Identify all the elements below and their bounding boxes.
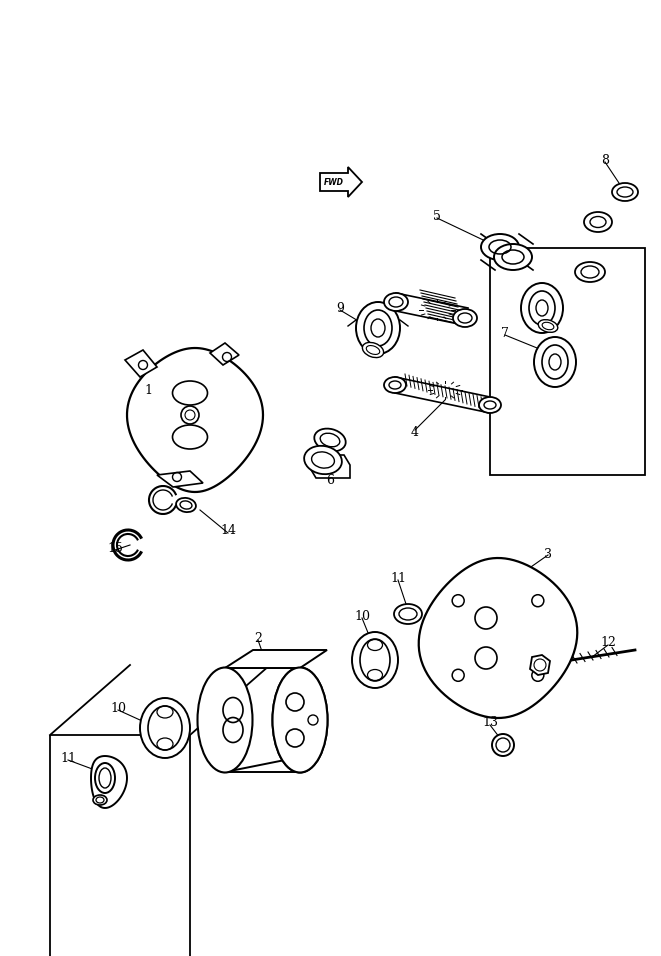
- Ellipse shape: [176, 498, 196, 512]
- Ellipse shape: [521, 283, 563, 333]
- Polygon shape: [125, 350, 157, 377]
- Text: 14: 14: [220, 525, 236, 537]
- Polygon shape: [225, 650, 327, 668]
- Ellipse shape: [272, 667, 327, 772]
- Text: 9: 9: [336, 301, 344, 315]
- Ellipse shape: [371, 319, 385, 337]
- Ellipse shape: [356, 302, 400, 354]
- Ellipse shape: [198, 667, 253, 772]
- Ellipse shape: [304, 445, 342, 474]
- Text: FWD: FWD: [324, 178, 344, 186]
- Ellipse shape: [394, 604, 422, 624]
- Polygon shape: [530, 655, 550, 675]
- Ellipse shape: [352, 632, 398, 688]
- Ellipse shape: [536, 300, 548, 316]
- Text: 10: 10: [354, 610, 370, 622]
- Ellipse shape: [384, 377, 406, 393]
- Text: 7: 7: [501, 327, 509, 339]
- Text: 1: 1: [144, 383, 152, 397]
- Ellipse shape: [453, 309, 477, 327]
- Ellipse shape: [494, 244, 532, 270]
- Polygon shape: [320, 167, 362, 197]
- Text: 6: 6: [326, 473, 334, 487]
- Ellipse shape: [538, 319, 558, 333]
- Ellipse shape: [93, 795, 107, 805]
- Polygon shape: [210, 343, 239, 365]
- Ellipse shape: [272, 667, 327, 772]
- Text: 8: 8: [601, 154, 609, 166]
- Ellipse shape: [314, 428, 346, 451]
- Polygon shape: [310, 455, 350, 478]
- Ellipse shape: [140, 698, 190, 758]
- Ellipse shape: [612, 183, 638, 201]
- Text: 4: 4: [411, 425, 419, 439]
- Ellipse shape: [95, 763, 115, 793]
- Polygon shape: [127, 348, 263, 492]
- Text: 5: 5: [433, 209, 441, 223]
- Polygon shape: [157, 471, 203, 487]
- Ellipse shape: [362, 342, 383, 358]
- Ellipse shape: [481, 234, 519, 260]
- Ellipse shape: [534, 337, 576, 387]
- Polygon shape: [91, 756, 127, 808]
- Text: 15: 15: [107, 541, 123, 554]
- Text: 3: 3: [544, 549, 552, 561]
- Polygon shape: [418, 558, 577, 718]
- Text: 12: 12: [600, 637, 616, 649]
- Text: 13: 13: [482, 716, 498, 729]
- Ellipse shape: [479, 397, 501, 413]
- Text: 10: 10: [110, 702, 126, 714]
- Ellipse shape: [492, 734, 514, 756]
- Text: 2: 2: [254, 632, 262, 644]
- Text: 11: 11: [390, 572, 406, 584]
- Ellipse shape: [384, 293, 408, 311]
- Text: 11: 11: [60, 751, 76, 765]
- Ellipse shape: [584, 212, 612, 232]
- Ellipse shape: [549, 354, 561, 370]
- Ellipse shape: [575, 262, 605, 282]
